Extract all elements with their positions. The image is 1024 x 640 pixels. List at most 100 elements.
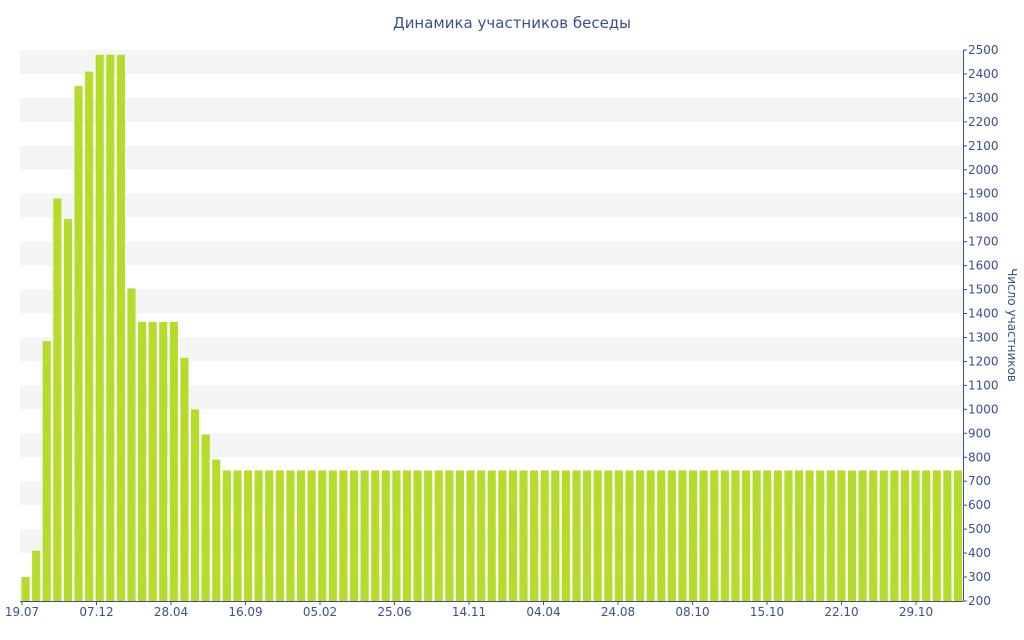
bar[interactable]	[169, 321, 178, 601]
bar[interactable]	[593, 470, 602, 601]
bar[interactable]	[869, 470, 878, 601]
bar[interactable]	[32, 550, 41, 601]
bar[interactable]	[63, 218, 72, 601]
bar[interactable]	[106, 54, 115, 602]
bar[interactable]	[477, 470, 486, 601]
bar[interactable]	[540, 470, 549, 601]
bar[interactable]	[816, 470, 825, 601]
bar[interactable]	[900, 470, 910, 601]
bar[interactable]	[466, 470, 475, 601]
bar[interactable]	[138, 321, 147, 601]
bar[interactable]	[530, 470, 539, 601]
bar[interactable]	[233, 470, 242, 601]
bar[interactable]	[212, 459, 221, 601]
bar[interactable]	[434, 470, 443, 601]
bar[interactable]	[858, 470, 867, 601]
bar[interactable]	[720, 470, 729, 601]
bar[interactable]	[392, 470, 401, 601]
y-tick-label: 1400	[968, 307, 999, 321]
bar[interactable]	[710, 470, 719, 601]
bar[interactable]	[752, 470, 761, 601]
x-tick-label: 14.11	[452, 605, 486, 619]
bar[interactable]	[583, 470, 592, 601]
bar[interactable]	[784, 470, 793, 601]
bar[interactable]	[911, 470, 920, 601]
bar[interactable]	[74, 85, 83, 602]
bar[interactable]	[307, 470, 316, 601]
bar[interactable]	[127, 288, 136, 601]
bar[interactable]	[614, 470, 623, 601]
bar[interactable]	[191, 409, 200, 601]
bar[interactable]	[561, 470, 570, 601]
bar[interactable]	[657, 470, 666, 601]
bar[interactable]	[445, 470, 454, 601]
bar[interactable]	[159, 321, 168, 601]
bar[interactable]	[424, 470, 433, 601]
bar[interactable]	[339, 470, 348, 601]
bar[interactable]	[116, 54, 125, 602]
bar[interactable]	[328, 470, 337, 601]
bar[interactable]	[763, 470, 772, 601]
bar[interactable]	[953, 470, 962, 601]
bar[interactable]	[402, 470, 412, 601]
grid-band	[20, 433, 963, 458]
bar[interactable]	[487, 470, 496, 601]
bar[interactable]	[689, 470, 698, 601]
bar[interactable]	[53, 198, 62, 601]
grid-band	[20, 50, 963, 74]
bar[interactable]	[180, 357, 189, 601]
bar[interactable]	[318, 470, 327, 601]
bar[interactable]	[572, 470, 581, 601]
grid-band	[20, 337, 963, 362]
bar[interactable]	[837, 470, 846, 601]
bar[interactable]	[794, 470, 804, 601]
bar[interactable]	[371, 470, 380, 601]
bar[interactable]	[21, 577, 30, 601]
bar[interactable]	[244, 470, 253, 601]
bar[interactable]	[201, 434, 210, 602]
bar[interactable]	[85, 71, 94, 601]
bar[interactable]	[349, 470, 359, 601]
bar[interactable]	[519, 470, 528, 601]
bar[interactable]	[413, 470, 422, 601]
bar[interactable]	[678, 470, 687, 601]
bar[interactable]	[508, 470, 517, 601]
bar[interactable]	[95, 54, 104, 602]
bar[interactable]	[265, 470, 274, 601]
bar[interactable]	[148, 321, 157, 601]
bar[interactable]	[286, 470, 295, 601]
bar[interactable]	[455, 470, 465, 601]
bar[interactable]	[381, 470, 390, 601]
x-tick-label: 24.08	[601, 605, 635, 619]
bar[interactable]	[42, 341, 51, 601]
bar[interactable]	[932, 470, 941, 601]
bars	[21, 54, 962, 602]
bar[interactable]	[254, 470, 263, 601]
bar[interactable]	[879, 470, 888, 601]
bar[interactable]	[360, 470, 369, 601]
bar[interactable]	[773, 470, 782, 601]
x-tick-label: 05.02	[303, 605, 337, 619]
y-tick-label: 1700	[968, 235, 999, 249]
bar[interactable]	[890, 470, 899, 601]
bar[interactable]	[847, 470, 857, 601]
bar[interactable]	[636, 470, 645, 601]
bar[interactable]	[922, 470, 931, 601]
bar[interactable]	[604, 470, 613, 601]
bar[interactable]	[943, 470, 952, 601]
bar[interactable]	[646, 470, 655, 601]
bar[interactable]	[275, 470, 284, 601]
bar[interactable]	[741, 470, 751, 601]
bar[interactable]	[731, 470, 740, 601]
bar[interactable]	[667, 470, 676, 601]
y-tick-label: 1500	[968, 283, 999, 297]
bar[interactable]	[551, 470, 560, 601]
bar[interactable]	[498, 470, 507, 601]
bar[interactable]	[699, 470, 708, 601]
bar[interactable]	[222, 470, 231, 601]
bar[interactable]	[625, 470, 634, 601]
bar[interactable]	[296, 470, 306, 601]
bar[interactable]	[805, 470, 814, 601]
bar[interactable]	[826, 470, 835, 601]
